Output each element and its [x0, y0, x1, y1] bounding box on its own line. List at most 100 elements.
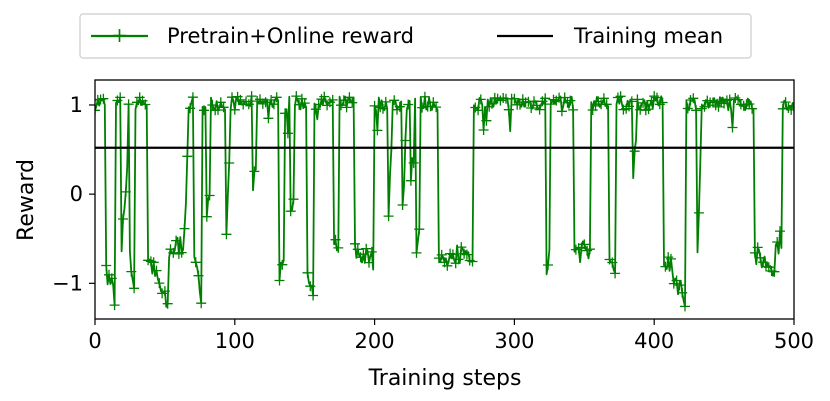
reward-point — [246, 91, 257, 102]
reward-point — [372, 125, 383, 136]
y-tick-label: 0 — [70, 182, 83, 206]
reward-point — [277, 259, 288, 270]
reward-point — [408, 157, 419, 168]
reward-point — [243, 99, 254, 110]
reward-point — [453, 254, 464, 265]
reward-point — [213, 105, 223, 115]
x-tick-label: 200 — [355, 329, 395, 353]
y-tick-label: 1 — [70, 93, 83, 117]
reward-point — [118, 214, 128, 224]
reward-point — [154, 278, 165, 289]
reward-point — [361, 243, 372, 254]
reward-point — [389, 95, 400, 106]
legend-box — [79, 13, 752, 59]
axes-frame — [94, 79, 795, 320]
reward-point — [299, 98, 310, 109]
reward-point — [330, 234, 341, 245]
reward-point — [473, 105, 484, 116]
reward-point — [369, 100, 380, 111]
reward-point — [677, 287, 688, 298]
reward-point — [148, 257, 159, 268]
reward-point — [638, 97, 648, 108]
reward-point — [288, 194, 299, 205]
reward-point — [579, 239, 590, 250]
reward-point — [498, 93, 509, 103]
reward-point — [786, 104, 794, 115]
reward-point — [291, 91, 302, 102]
reward-point — [730, 93, 741, 103]
reward-point — [727, 122, 738, 133]
reward-point — [120, 186, 131, 197]
x-tick-label: 0 — [88, 329, 101, 353]
reward-point — [405, 175, 416, 186]
reward-point — [383, 211, 394, 222]
reward-point — [221, 229, 232, 240]
reward-point — [271, 92, 282, 103]
reward-point — [780, 97, 791, 108]
reward-point — [308, 290, 319, 301]
reward-point — [456, 242, 467, 253]
reward-point — [327, 94, 338, 105]
reward-point — [397, 200, 408, 210]
reward-point — [666, 253, 676, 264]
reward-point — [187, 92, 198, 103]
reward-point — [534, 104, 545, 115]
reward-point — [224, 158, 235, 168]
reward-point — [364, 257, 374, 268]
reward-point — [584, 244, 595, 255]
reward-point — [657, 97, 668, 108]
reward-point — [280, 108, 291, 119]
reward-point — [347, 97, 358, 108]
reward-point — [380, 96, 391, 107]
reward-point — [632, 94, 643, 105]
reward-point — [109, 300, 120, 311]
reward-point — [204, 190, 215, 201]
reward-point — [481, 115, 492, 126]
reward-point — [201, 211, 212, 222]
reward-markers — [95, 91, 794, 312]
reward-point — [190, 257, 201, 268]
reward-point — [475, 94, 486, 105]
reward-point — [268, 99, 279, 110]
reward-point — [419, 91, 430, 102]
reward-point — [185, 103, 196, 114]
reward-point — [643, 104, 654, 115]
reward-point — [772, 237, 783, 247]
reward-point — [777, 103, 788, 114]
reward-point — [336, 100, 346, 111]
reward-point — [171, 235, 182, 246]
reward-point — [548, 94, 559, 105]
x-tick-label: 500 — [774, 329, 814, 353]
reward-point — [417, 102, 428, 113]
reward-point — [509, 93, 520, 104]
reward-point — [431, 102, 442, 113]
reward-point — [126, 266, 137, 277]
reward-point — [556, 106, 567, 117]
reward-point — [263, 113, 274, 124]
reward-point — [747, 103, 758, 114]
reward-point — [752, 242, 763, 253]
reward-point — [487, 98, 497, 109]
reward-point — [159, 286, 170, 297]
reward-point — [461, 249, 472, 260]
reward-point — [218, 102, 229, 113]
reward-point — [652, 92, 662, 103]
reward-point — [338, 95, 349, 106]
reward-point — [106, 273, 117, 284]
x-tick-label: 100 — [215, 329, 255, 353]
reward-point — [95, 105, 100, 116]
reward-point — [341, 102, 352, 113]
y-axis-label: Reward — [14, 159, 39, 241]
reward-point — [199, 105, 209, 116]
reward-point — [699, 101, 710, 112]
plot-area — [95, 91, 794, 312]
reward-point — [568, 104, 579, 115]
reward-point — [274, 275, 285, 286]
reward-point — [789, 103, 794, 114]
reward-point — [344, 92, 355, 103]
reward-point — [358, 249, 369, 260]
reward-point — [702, 95, 713, 106]
reward-point — [123, 99, 134, 110]
reward-point — [467, 256, 478, 267]
